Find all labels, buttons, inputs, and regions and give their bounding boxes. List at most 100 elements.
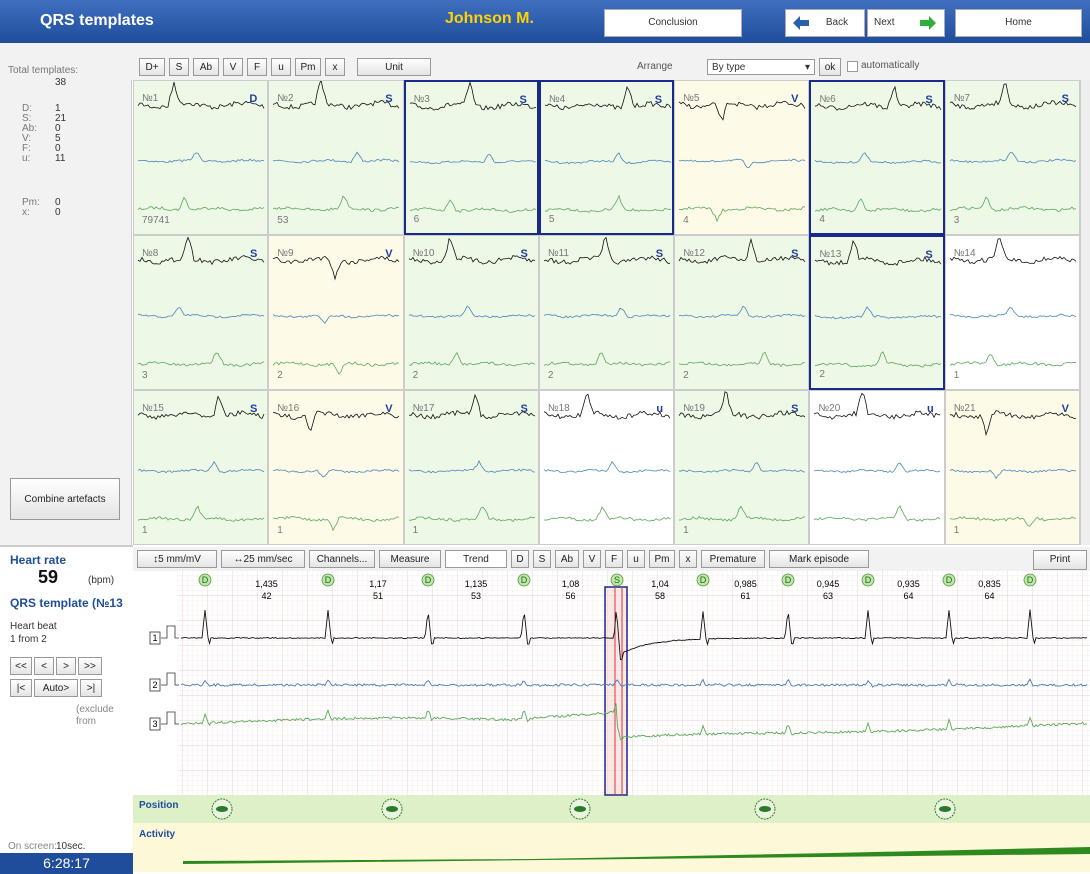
nav-button[interactable]: < [34,657,54,675]
arrange-select[interactable]: By type ▾ [707,59,815,75]
template-type: S [654,94,663,106]
template-cell[interactable]: №12 S 2 [674,235,810,390]
ok-button[interactable]: ok [819,58,841,76]
tool-button[interactable]: Channels... [309,550,375,568]
template-cell[interactable]: №21 V 1 [944,390,1080,545]
template-trace [544,85,672,111]
count-value: 11 [55,153,66,164]
tool-button[interactable]: u [627,550,645,568]
template-type: S [925,249,933,261]
count-value: 0 [55,123,61,134]
tool-button[interactable]: x [679,550,697,568]
tool-button[interactable]: Pm [649,550,675,568]
template-trace [949,516,1076,527]
filter-button[interactable]: u [271,58,291,76]
exclude-note: (exclude [76,704,114,715]
template-cell[interactable]: №6 S 4 [809,80,945,235]
filter-button[interactable]: V [223,58,243,76]
beat-type: D [325,575,332,585]
channel-label: 3 [152,719,157,729]
filter-button[interactable]: x [325,58,345,76]
template-cell[interactable]: №1 D 79741 [133,80,269,235]
nav-button[interactable]: Auto> [34,679,78,697]
template-trace [273,255,400,281]
filter-button[interactable]: S [169,58,189,76]
template-cell[interactable]: №7 S 3 [944,80,1080,235]
beat-marker [517,573,531,587]
template-cell[interactable]: №9 V 2 [268,235,404,390]
template-cell[interactable]: №19 S 1 [674,390,810,545]
template-cell[interactable]: №4 S 5 [538,80,675,235]
rr-interval: 1,135 [465,579,488,589]
template-cell[interactable]: №17 S 1 [403,390,539,545]
filter-button[interactable]: Pm [295,58,321,76]
template-type: V [1061,403,1069,415]
home-button[interactable]: Home [955,9,1082,37]
hr-interval: 64 [984,591,994,601]
template-cell[interactable]: №5 V 4 [674,80,810,235]
count-label: F: [22,143,31,154]
on-screen-value: 10sec. [56,841,86,852]
template-cell[interactable]: №3 S 6 [403,80,539,235]
filter-button[interactable]: Ab [193,58,219,76]
template-cell[interactable]: №14 1 [944,235,1080,390]
count-value: 5 [55,133,61,144]
print-button[interactable]: Print [1033,550,1087,570]
template-cell[interactable]: №15 S 1 [133,390,269,545]
template-trace [272,361,400,375]
scrollbar[interactable] [1080,80,1090,545]
template-cell[interactable]: №10 S 2 [403,235,539,390]
tool-button[interactable]: ↕5 mm/mV [137,550,217,568]
template-cell[interactable]: №16 V 1 [268,390,404,545]
template-cell[interactable]: №11 S 2 [538,235,675,390]
template-count: 2 [412,370,419,381]
nav-button[interactable]: > [56,657,76,675]
unit-button[interactable]: Unit [357,58,431,76]
template-cell[interactable]: №2 S 53 [268,80,404,235]
template-plot [815,85,942,213]
tool-button[interactable]: ↔25 mm/sec [221,550,305,568]
count-value: 21 [55,113,67,124]
tool-button[interactable]: S [533,550,551,568]
nav-button[interactable]: |< [10,679,32,697]
template-id: №9 [277,248,294,259]
nav-button[interactable]: >> [78,657,102,675]
filter-button[interactable]: D+ [139,58,165,76]
tool-button[interactable]: Measure [379,550,441,568]
hr-label: Heart rate [10,553,67,567]
combine-button[interactable]: Combine artefacts [10,478,120,520]
template-trace [544,152,672,165]
position-body [574,806,586,812]
nav-button[interactable]: >| [80,679,102,697]
position-body [216,806,228,812]
template-plot [678,391,806,522]
tool-button[interactable]: V [583,550,601,568]
tool-button[interactable]: D [511,550,529,568]
template-plot [949,238,1076,367]
conclusion-button[interactable]: Conclusion [604,9,742,37]
back-label: Back [825,17,849,28]
beat-type: D [1027,575,1034,585]
template-count: 2 [819,369,825,380]
template-trace [544,194,671,213]
tool-button[interactable]: Ab [555,550,579,568]
auto-checkbox[interactable] [847,61,858,72]
template-cell[interactable]: №13 S 2 [809,235,945,390]
template-count: 4 [819,214,825,225]
position-band [133,795,1090,823]
template-cell[interactable]: №8 S 3 [133,235,269,390]
beat-type: D [946,575,953,585]
calibration-pulse [161,625,179,639]
tool-button[interactable]: F [605,550,623,568]
tool-button[interactable]: Mark episode [769,550,869,568]
template-cell[interactable]: №20 u [809,390,945,545]
template-trace [949,306,1076,319]
tool-button[interactable]: Premature [701,550,765,568]
nav-button[interactable]: << [10,657,32,675]
template-cell[interactable]: №18 u [538,390,675,545]
next-button[interactable]: Next [867,9,945,37]
arrange-label: Arrange [637,61,673,72]
tool-button[interactable]: Trend [445,550,507,568]
filter-button[interactable]: F [247,58,267,76]
template-trace [408,237,535,265]
